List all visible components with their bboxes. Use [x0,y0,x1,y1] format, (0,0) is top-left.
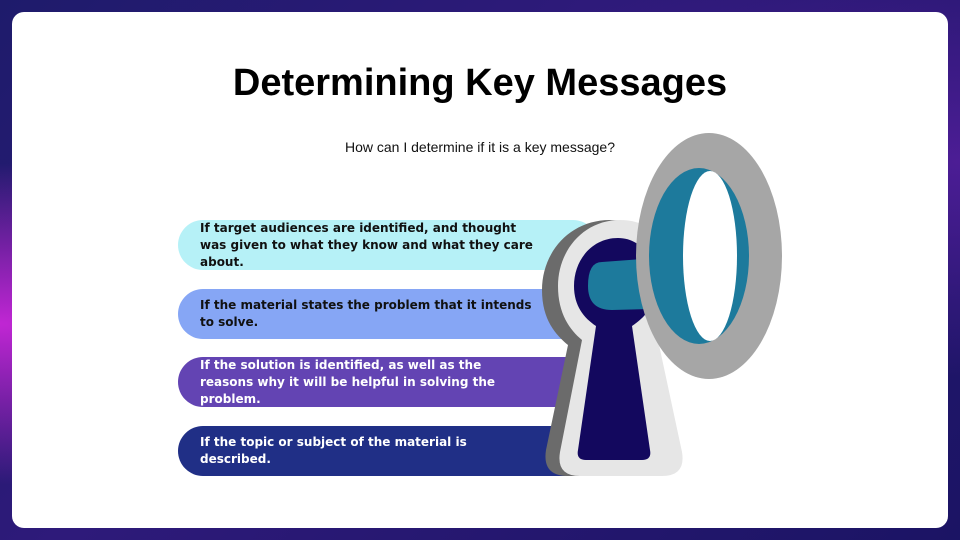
slide-title: Determining Key Messages [232,62,728,104]
slide-subtitle: How can I determine if it is a key messa… [344,139,615,155]
criterion-text-2: If the material states the problem that … [200,298,532,329]
criterion-pill-2: If the material states the problem that … [178,289,598,339]
criterion-pill-3: If the solution is identified, as well a… [178,357,598,407]
key-ring-hole-shape [683,171,737,341]
criterion-pill-1: If target audiences are identified, and … [178,220,598,270]
criterion-text-3: If the solution is identified, as well a… [200,357,496,406]
criterion-text-4: If the topic or subject of the material … [200,435,467,466]
keyhole-with-key-ring-icon [542,133,782,476]
criterion-pill-4: If the topic or subject of the material … [178,426,598,476]
criterion-text-1: If target audiences are identified, and … [200,220,533,269]
